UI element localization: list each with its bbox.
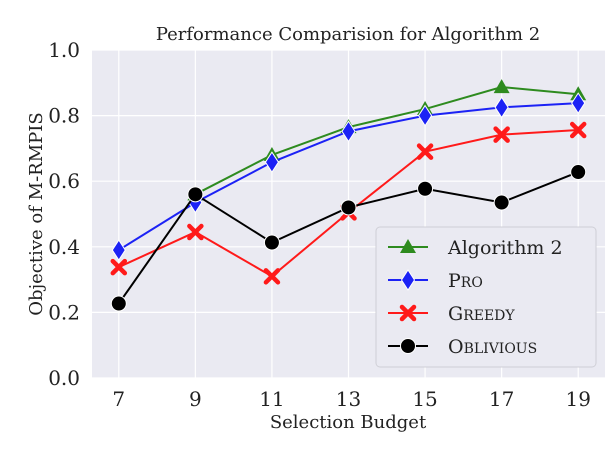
data-point — [110, 295, 127, 312]
legend-label-initial: P — [448, 270, 461, 292]
y-tick-label: 0.0 — [48, 366, 80, 390]
x-tick-label: 9 — [189, 387, 202, 411]
legend-entry: OBLIVIOUS — [388, 336, 537, 358]
series-oblivious — [110, 164, 587, 312]
x-stroke — [569, 121, 587, 139]
legend-marker — [400, 239, 416, 253]
x-tick-label: 13 — [336, 387, 361, 411]
data-point — [187, 223, 204, 241]
legend-label: PRO — [448, 270, 483, 292]
data-point — [341, 120, 356, 143]
legend-label: GREEDY — [448, 303, 515, 325]
legend-label: OBLIVIOUS — [448, 336, 537, 358]
chart-title: Performance Comparision for Algorithm 2 — [156, 24, 540, 45]
legend-marker — [400, 338, 416, 354]
y-axis-label: Objective of M-RMPIS — [26, 112, 47, 315]
x-stroke — [399, 304, 417, 322]
legend-entry: Algorithm 2 — [388, 237, 563, 259]
legend-label-initial: G — [448, 303, 463, 325]
x-stroke — [493, 126, 510, 143]
x-tick-label: 19 — [565, 387, 590, 411]
y-tick-label: 0.4 — [48, 235, 80, 259]
legend-marker — [399, 304, 417, 322]
x-tick-label: 15 — [412, 387, 437, 411]
data-point — [493, 126, 510, 143]
legend-marker — [400, 269, 416, 291]
data-point — [493, 194, 510, 211]
data-point — [417, 104, 433, 127]
x-stroke — [110, 258, 128, 276]
data-point — [493, 79, 510, 94]
y-tick-label: 0.8 — [48, 104, 80, 128]
series — [110, 79, 587, 312]
data-point — [571, 92, 586, 115]
data-point — [187, 186, 204, 203]
x-axis-label: Selection Budget — [270, 412, 427, 433]
legend-label-initial: O — [448, 336, 464, 358]
data-point — [570, 164, 587, 181]
y-tick-label: 0.6 — [48, 169, 80, 193]
x-stroke — [416, 143, 434, 160]
data-point — [494, 96, 509, 119]
data-point — [263, 234, 280, 251]
y-tick-label: 0.2 — [48, 300, 80, 324]
legend-box — [375, 226, 597, 368]
y-tick-label: 1.0 — [48, 38, 80, 62]
data-point — [340, 199, 357, 216]
x-tick-label: 11 — [259, 387, 284, 411]
data-point — [569, 121, 587, 139]
data-point — [111, 239, 126, 261]
series-line — [194, 86, 579, 196]
x-stroke — [263, 268, 281, 285]
legend-entry: GREEDY — [388, 303, 515, 325]
data-point — [417, 180, 434, 197]
legend-label-rest: REEDY — [463, 308, 515, 324]
data-point — [264, 151, 280, 174]
legend-label-rest: BLIVIOUS — [464, 341, 538, 357]
data-point — [110, 258, 128, 276]
x-tick-label: 7 — [112, 387, 125, 411]
legend-label: Algorithm 2 — [447, 237, 563, 259]
legend: Algorithm 2 PRO GREEDY OBLIVIOUS — [375, 226, 597, 368]
tick-labels: 0.0 0.2 0.4 0.6 0.8 1.0 7 9 11 13 15 17 19 — [48, 38, 591, 411]
x-stroke — [187, 223, 204, 241]
data-point — [416, 143, 434, 160]
x-tick-label: 17 — [489, 387, 514, 411]
series-pro — [111, 92, 586, 261]
data-point — [263, 268, 281, 285]
legend-entry: PRO — [388, 269, 483, 292]
legend-label-rest: RO — [461, 275, 483, 291]
